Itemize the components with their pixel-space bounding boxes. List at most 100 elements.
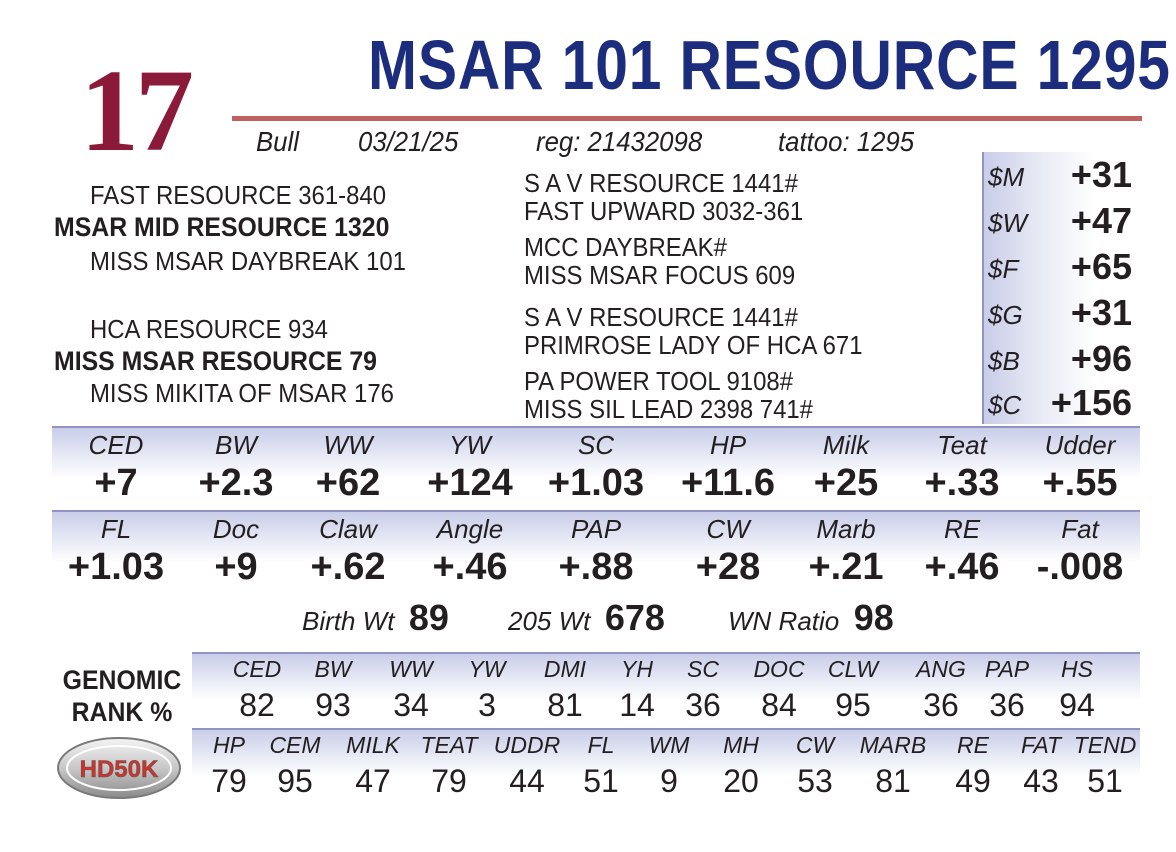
epd-label: YW	[449, 430, 491, 460]
dollar-index-label: $F	[988, 254, 1019, 284]
genomic-value: 51	[1087, 763, 1123, 799]
dollar-index-label: $M	[988, 162, 1025, 192]
wn-ratio: WN Ratio 98	[728, 600, 894, 636]
genomic-value: 53	[797, 763, 833, 799]
genomic-cell: TEND 51	[1070, 730, 1140, 799]
genomic-cell: SC 36	[668, 654, 738, 722]
tattoo: tattoo: 1295	[778, 126, 915, 157]
dollar-index-value: +31	[1070, 292, 1132, 333]
great-grandsire-3: S A V RESOURCE 1441#	[524, 302, 798, 332]
dollar-index-label: $B	[988, 346, 1020, 376]
great-granddam-3: PRIMROSE LADY OF HCA 671	[524, 330, 863, 360]
dollar-index-label: $C	[988, 390, 1022, 420]
epd-cell: Angle +.46	[410, 512, 530, 586]
dam: MISS MSAR RESOURCE 79	[54, 346, 377, 376]
genomic-label: HS	[1061, 656, 1093, 682]
epd-cell: Claw +.62	[288, 512, 408, 586]
birth-weight-value: 89	[408, 597, 449, 638]
epd-value: +124	[427, 462, 513, 504]
birth-weight-label: Birth Wt	[302, 606, 395, 636]
genomic-value: 36	[989, 687, 1025, 723]
great-grandsire-2: MCC DAYBREAK#	[524, 232, 727, 262]
genomic-cell: MH 20	[706, 730, 776, 798]
epd-label: Milk	[822, 430, 870, 460]
genomic-cell: CLW 95	[818, 654, 888, 723]
genomic-label: SC	[687, 656, 719, 682]
sex: Bull	[256, 126, 299, 157]
epd-value: +2.3	[198, 462, 274, 504]
epd-value: +62	[315, 462, 381, 504]
genomic-cell: TEAT 79	[414, 730, 484, 799]
epd-value: +.88	[558, 546, 634, 588]
great-grandsire-1: S A V RESOURCE 1441#	[524, 168, 798, 198]
genomic-cell: YH 14	[602, 654, 672, 722]
logo-text: HD50K	[80, 756, 159, 783]
genomic-value: 49	[955, 763, 991, 799]
genomic-label: HP	[213, 732, 245, 758]
genomic-value: 3	[478, 687, 496, 723]
genomic-label: CLW	[827, 656, 879, 682]
dollar-index-label: $W	[988, 208, 1027, 238]
epd-label: CW	[706, 514, 750, 544]
epd-label: RE	[943, 514, 981, 544]
epd-cell: WW +62	[288, 428, 408, 502]
genomic-band-2: HP 79 CEM 95 MILK 47 TEAT 79 UDDR 44 FL 51 WM 9…	[192, 728, 1140, 802]
genomic-band-1: CED 82 BW 93 WW 34 YW 3 DMI 81 YH 14 SC 36 DOC 8…	[192, 652, 1140, 726]
dollar-index-row: $G +31	[984, 290, 1142, 336]
birth-date: 03/21/25	[358, 126, 459, 157]
epd-value: +25	[813, 462, 879, 504]
dam-sire: HCA RESOURCE 934	[90, 314, 328, 344]
genomic-label: CED	[232, 656, 282, 682]
genomic-cell: WW 34	[376, 654, 446, 722]
genomic-value: 79	[431, 763, 467, 799]
epd-label: HP	[709, 430, 747, 460]
genomic-cell: DMI 81	[530, 654, 600, 722]
genomic-label: MARB	[859, 732, 927, 758]
genomic-title-line1: GENOMIC	[62, 665, 182, 695]
genomic-cell: WM 9	[634, 730, 704, 798]
genomic-cell: FAT 43	[1006, 730, 1076, 798]
epd-value: +.46	[432, 546, 508, 588]
genomic-value: 79	[211, 763, 247, 799]
great-grandsire-4: PA POWER TOOL 9108#	[524, 366, 794, 396]
genomic-value: 82	[239, 687, 275, 723]
genomic-value: 44	[509, 763, 545, 799]
genomic-cell: UDDR 44	[492, 730, 562, 799]
genomic-cell: YW 3	[452, 654, 522, 723]
dollar-index-row: $B +96	[984, 336, 1142, 382]
epd-cell: PAP +.88	[536, 512, 656, 586]
genomic-label: WM	[648, 732, 690, 758]
epd-value: +.46	[924, 546, 1000, 588]
genomic-cell: MARB 81	[858, 730, 928, 798]
genomic-label: FAT	[1020, 732, 1062, 758]
dollar-index-row: $M +31	[984, 152, 1142, 198]
epd-cell: CW +28	[668, 512, 788, 586]
dollar-index-row: $W +47	[984, 198, 1142, 244]
dollar-index-label: $G	[988, 300, 1023, 330]
weaning-weight: 205 Wt 678	[508, 600, 665, 636]
epd-cell: HP +11.6	[668, 428, 788, 502]
epd-label: Fat	[1061, 514, 1099, 544]
epd-cell: Milk +25	[786, 428, 906, 502]
dollar-index-value: +96	[1070, 338, 1132, 379]
genomic-value: 47	[355, 763, 391, 799]
epd-value: +9	[214, 546, 258, 588]
genomic-cell: CED 82	[222, 654, 292, 723]
epd-cell: SC +1.03	[536, 428, 656, 502]
great-granddam-4: MISS SIL LEAD 2398 741#	[524, 394, 813, 424]
genomic-label: TEAT	[420, 732, 478, 758]
epd-label: Teat	[937, 430, 987, 460]
genomic-label: MILK	[346, 732, 400, 758]
genomic-cell: DOC 84	[744, 654, 814, 722]
epd-cell: FL +1.03	[56, 512, 176, 586]
epd-cell: BW +2.3	[176, 428, 296, 502]
epd-label: Marb	[816, 514, 876, 544]
dollar-index-value: +65	[1070, 246, 1132, 287]
epd-value: +28	[695, 546, 761, 588]
epd-label: SC	[577, 430, 615, 460]
epd-label: Doc	[212, 514, 260, 544]
genomic-value: 95	[277, 763, 313, 799]
dollar-index-row: $C +156	[984, 380, 1142, 426]
genomic-value: 95	[835, 687, 871, 723]
genomic-cell: BW 93	[298, 654, 368, 722]
